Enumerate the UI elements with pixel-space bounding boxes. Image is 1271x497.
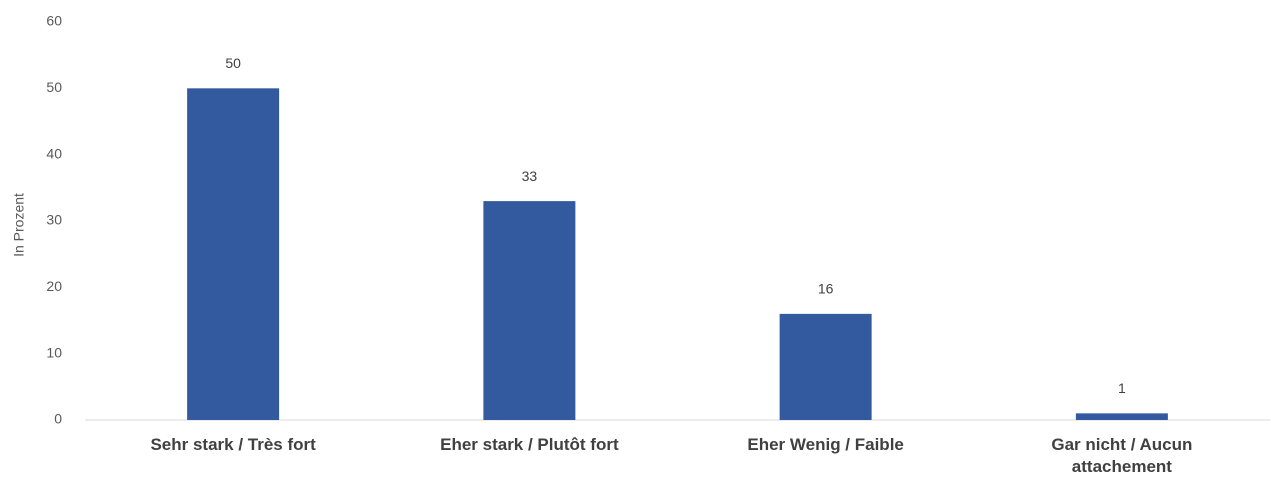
x-tick-label-box: Eher stark / Plutôt fort [440,435,619,454]
bar [1075,413,1168,420]
data-label: 33 [522,168,538,184]
y-tick-label: 50 [46,79,62,95]
x-tick-label: Sehr stark / Très fort [150,435,316,454]
bar [483,201,576,420]
x-tick-label-box: Sehr stark / Très fort [150,435,316,454]
y-tick-label: 40 [46,145,62,161]
data-label: 50 [225,55,241,71]
data-label: 1 [1118,380,1126,396]
bar [779,313,872,420]
x-tick-label: Eher stark / Plutôt fort [440,435,619,454]
data-label: 16 [818,281,834,297]
y-tick-label: 60 [46,13,62,29]
x-tick-label: Eher Wenig / Faible [747,435,904,454]
y-axis-label: In Prozent [11,193,27,257]
bar [187,88,280,420]
x-tick-label-box: Eher Wenig / Faible [747,435,904,454]
x-tick-label-box: Gar nicht / Aucun attachement [1051,435,1193,476]
y-tick-label: 20 [46,278,62,294]
y-tick-label: 30 [46,212,62,228]
y-tick-label: 10 [46,344,62,360]
x-tick-label: Gar nicht / Aucun attachement [1051,435,1193,476]
y-tick-label: 0 [54,411,62,427]
